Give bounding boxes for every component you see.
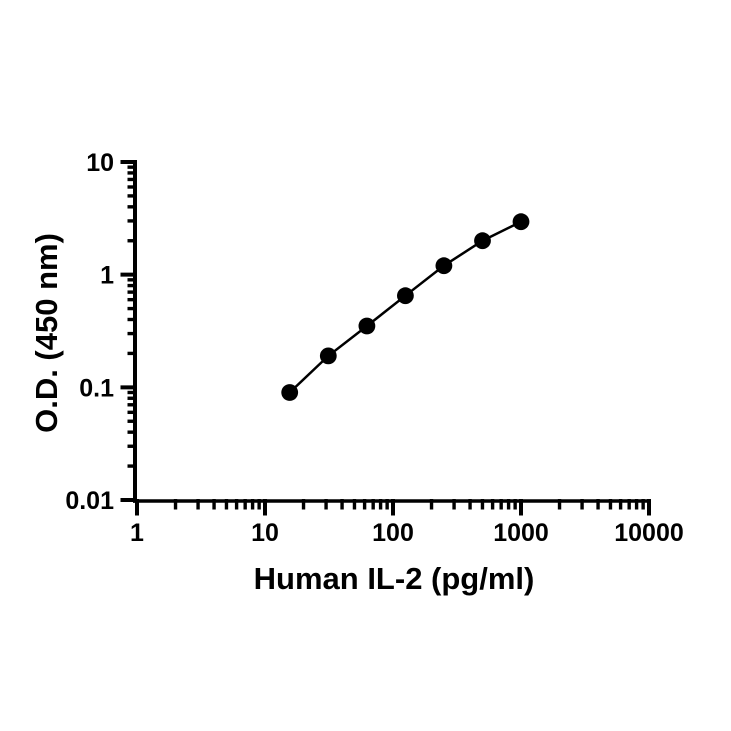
x-tick-label: 10 xyxy=(251,519,279,547)
y-tick-label: 10 xyxy=(86,149,114,177)
data-point xyxy=(435,257,453,275)
y-tick-label: 0.01 xyxy=(65,487,114,515)
x-axis-title: Human IL-2 (pg/ml) xyxy=(254,561,535,596)
data-point xyxy=(319,347,337,365)
data-point xyxy=(397,287,414,305)
x-tick-label: 1 xyxy=(130,519,144,547)
axes xyxy=(120,159,651,516)
data-point xyxy=(474,232,491,250)
x-tick-label: 100 xyxy=(372,519,414,547)
data-point xyxy=(358,317,376,335)
data-point xyxy=(512,213,530,231)
data-point xyxy=(281,384,299,401)
tick-labels: 1 10 100 1000 10000 0.01 0.1 1 10 xyxy=(65,149,683,547)
x-tick-label: 10000 xyxy=(614,519,684,547)
y-tick-label: 1 xyxy=(100,262,114,290)
y-tick-label: 0.1 xyxy=(79,374,114,402)
data-series xyxy=(281,213,530,401)
y-axis-title: O.D. (450 nm) xyxy=(29,233,64,433)
x-tick-label: 1000 xyxy=(493,519,549,547)
